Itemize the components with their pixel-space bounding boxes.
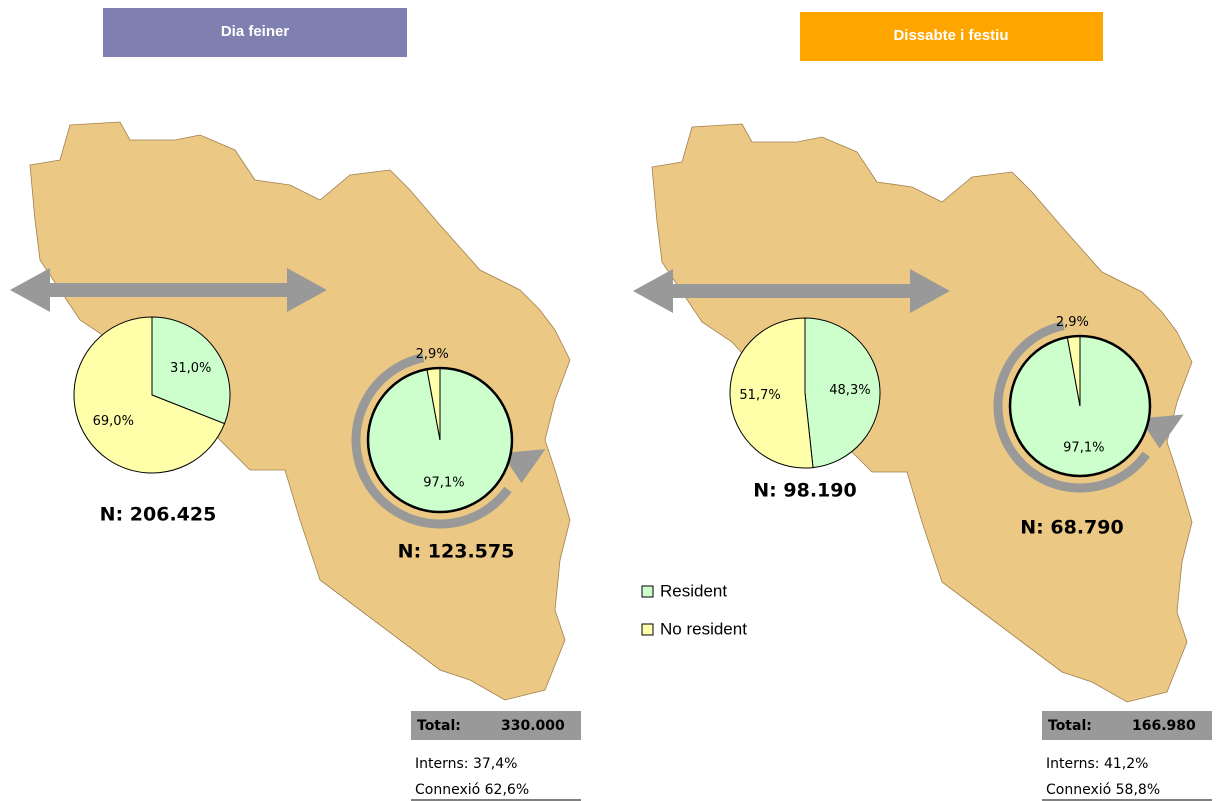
total-row: Connexió 62,6% (415, 782, 529, 798)
legend-swatch (641, 585, 654, 598)
total-row: Interns: 41,2% (1046, 756, 1148, 772)
panel-title: Dia feiner (221, 23, 290, 40)
circular-arrow (351, 353, 512, 529)
n-label: N: 98.190 (753, 480, 856, 502)
total-bar (1042, 711, 1212, 740)
legend-label: No resident (660, 619, 747, 638)
pie-outline (366, 366, 514, 514)
total-label: Total: (417, 718, 461, 734)
pie-slice (804, 317, 881, 469)
header-box (800, 12, 1103, 61)
pie-slice (73, 316, 226, 474)
total-label: Total: (1048, 718, 1092, 734)
total-row: Interns: 37,4% (415, 756, 517, 772)
pie-label: 2,9% (1056, 315, 1089, 330)
n-label: N: 123.575 (398, 541, 515, 563)
legend-label: Resident (660, 581, 727, 600)
total-value: 166.980 (1132, 718, 1196, 734)
total-bar (411, 711, 581, 740)
pie-slice (151, 316, 231, 425)
pie-outline (1008, 334, 1152, 478)
n-label: N: 68.790 (1020, 517, 1123, 539)
circular-arrow-head (1139, 414, 1184, 449)
pie-label: 51,7% (739, 388, 780, 403)
total-row: Connexió 58,8% (1046, 782, 1160, 798)
pie-label: 69,0% (93, 414, 134, 429)
legend-swatch (641, 623, 654, 636)
header-box (103, 8, 407, 57)
connection-arrow (10, 268, 950, 313)
circular-arrow-head (501, 449, 546, 484)
pie-label: 97,1% (1063, 440, 1104, 455)
pie-label: 97,1% (423, 476, 464, 491)
pie-label: 48,3% (829, 383, 870, 398)
pie-label: 2,9% (416, 347, 449, 362)
n-label: N: 206.425 (100, 504, 217, 526)
total-value: 330.000 (501, 718, 565, 734)
pie-slice (729, 317, 814, 469)
circular-arrow (993, 321, 1150, 493)
panel-title: Dissabte i festiu (893, 27, 1008, 44)
pie-label: 31,0% (170, 361, 211, 376)
